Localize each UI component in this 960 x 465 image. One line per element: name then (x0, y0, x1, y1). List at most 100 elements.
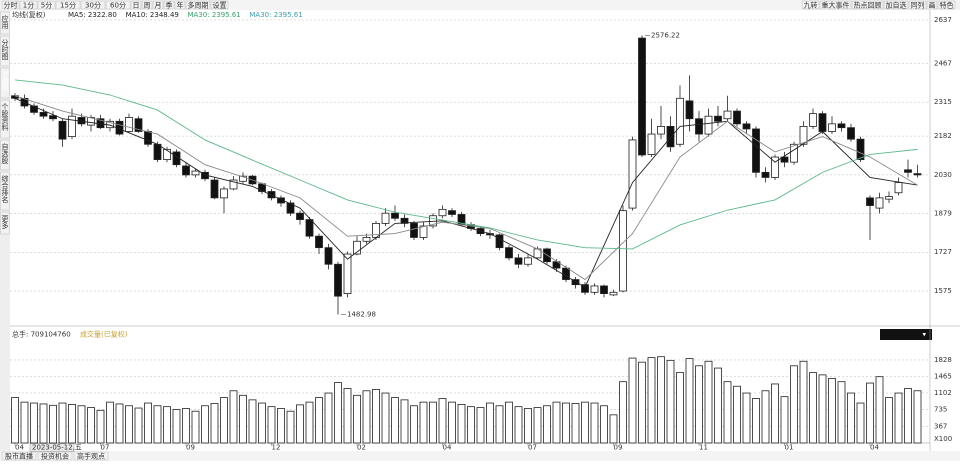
tool-button-label[interactable]: 同列 (911, 1, 925, 10)
tool-button[interactable] (819, 0, 852, 10)
candle-body (619, 210, 627, 292)
bottom-bar (0, 451, 960, 461)
tool-button[interactable] (908, 0, 927, 10)
volume-bar (172, 408, 181, 444)
period-tab[interactable] (130, 0, 142, 10)
period-tab-label[interactable]: 周 (144, 2, 151, 10)
volume-bar (400, 399, 409, 444)
bottom-tab[interactable] (1, 451, 37, 461)
tool-button-label[interactable]: 加自选 (886, 1, 907, 10)
period-tab[interactable] (152, 0, 164, 10)
period-tab[interactable] (80, 0, 106, 10)
y-tick-label: 1727 (934, 248, 952, 256)
sidebar-tab-label[interactable]: 应用 (1, 14, 9, 30)
bottom-tab[interactable] (73, 451, 109, 461)
volume-bar (856, 402, 865, 444)
sidebar-tab[interactable] (0, 139, 10, 171)
candle-body (410, 223, 418, 238)
period-tab[interactable] (163, 0, 175, 10)
tool-button-label[interactable]: 画 (929, 2, 936, 10)
candle-body (590, 285, 599, 293)
candle-body (847, 127, 855, 140)
period-tab[interactable] (105, 0, 131, 10)
period-tab-label[interactable]: 15分 (60, 1, 76, 10)
volume-bar (248, 399, 257, 444)
candle-body (742, 123, 751, 130)
candle-body (153, 143, 162, 160)
candle-body (87, 117, 95, 126)
candle-body (647, 133, 656, 155)
candle-body (638, 37, 646, 156)
candle-body (666, 126, 675, 148)
tool-button[interactable] (926, 0, 938, 10)
volume-bar (305, 401, 314, 444)
sidebar-tab-label[interactable]: 综合排名 (1, 174, 9, 204)
sidebar-tab[interactable] (0, 211, 10, 235)
period-tab-label[interactable]: 年 (177, 1, 184, 10)
volume-bar (229, 390, 238, 444)
volume-bar (315, 397, 323, 444)
sidebar-tab-label[interactable]: 自选股 (1, 142, 9, 165)
x-tick-label: 04 (443, 444, 452, 452)
sidebar-tab[interactable] (0, 11, 10, 35)
period-tab-label[interactable]: 多周期 (188, 1, 209, 10)
period-tab[interactable] (210, 0, 229, 10)
sidebar-tab[interactable] (0, 171, 10, 211)
sidebar-tab-label[interactable]: 更多 (1, 215, 9, 230)
sidebar-tab[interactable] (0, 99, 10, 139)
sidebar-tab-label[interactable]: 个股资料 (1, 103, 9, 132)
sidebar-tab-label[interactable]: K线图 (1, 71, 9, 91)
period-tab-label[interactable]: 30分 (85, 1, 101, 10)
bottom-tab[interactable] (37, 451, 73, 461)
tool-button-label[interactable]: 重大事件 (822, 1, 850, 10)
period-tab[interactable] (141, 0, 153, 10)
tool-button[interactable] (883, 0, 909, 10)
volume-bar (476, 407, 485, 444)
volume-bar (524, 408, 532, 444)
period-tab[interactable] (1, 0, 20, 10)
period-tab[interactable] (55, 0, 81, 10)
candle-body (362, 237, 371, 242)
candle-body (49, 115, 57, 120)
period-tab-label[interactable]: 分时 (4, 1, 18, 10)
volume-bar (723, 381, 732, 444)
candle-body (30, 105, 38, 113)
candle-body (286, 202, 295, 214)
period-tab-label[interactable]: 月 (155, 2, 162, 10)
volume-bar (695, 365, 703, 444)
period-tab[interactable] (174, 0, 186, 10)
period-tab-label[interactable]: 季 (166, 1, 173, 10)
tool-button-label[interactable]: 特色 (940, 1, 954, 10)
volume-bar (818, 374, 827, 444)
candle-body (305, 219, 314, 237)
candle-body (628, 139, 637, 209)
sidebar-tab[interactable] (0, 35, 10, 67)
bottom-tab-label[interactable]: 股市直播 (5, 452, 33, 461)
period-tab-label[interactable]: 日 (133, 2, 140, 10)
candle-body (381, 212, 390, 224)
volume-bar (457, 403, 466, 444)
bottom-tab-label[interactable]: 高手观点 (77, 452, 105, 461)
tool-button[interactable] (937, 0, 956, 10)
tool-button[interactable] (801, 0, 820, 10)
sidebar-tab[interactable] (0, 67, 10, 99)
period-tab-label[interactable]: 5分 (41, 1, 52, 10)
period-tab[interactable] (19, 0, 38, 10)
period-tab-label[interactable]: 60分 (110, 1, 126, 10)
tool-button[interactable] (851, 0, 884, 10)
period-tab[interactable] (185, 0, 211, 10)
period-tab-label[interactable]: 设置 (213, 1, 227, 10)
sidebar-tab-label[interactable]: 分时图 (1, 38, 9, 61)
candle-body (438, 208, 447, 217)
tool-button-label[interactable]: 九转 (804, 1, 818, 10)
volume-bar (77, 405, 86, 444)
period-tab[interactable] (37, 0, 56, 10)
period-tab-label[interactable]: 1分 (23, 1, 34, 10)
candle-body (191, 170, 200, 176)
bottom-tab-label[interactable]: 投资机会 (41, 452, 69, 461)
tool-button-label[interactable]: 热点回顾 (854, 1, 882, 10)
volume-bar (362, 390, 371, 444)
volume-bar (201, 405, 209, 444)
indicator-dropdown[interactable] (880, 329, 932, 340)
